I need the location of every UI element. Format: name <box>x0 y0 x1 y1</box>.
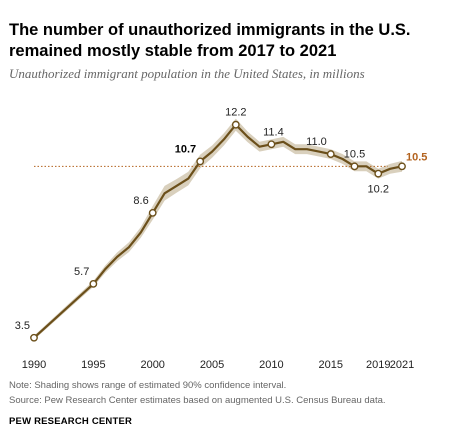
footnote-shading: Note: Shading shows range of estimated 9… <box>9 380 287 391</box>
organization-name: PEW RESEARCH CENTER <box>9 416 133 427</box>
x-tick-label-1990: 1990 <box>22 359 46 371</box>
data-point-2017 <box>350 162 359 171</box>
data-point-2010 <box>267 140 276 149</box>
x-tick-label-2019: 2019 <box>366 359 390 371</box>
footnote-source: Source: Pew Research Center estimates ba… <box>9 395 386 406</box>
data-label-2004: 10.7 <box>175 143 196 155</box>
data-point-2019 <box>374 169 383 178</box>
data-label-2019: 10.2 <box>368 184 389 196</box>
data-point-1995 <box>89 279 98 288</box>
data-label-layer: 3.5 5.7 8.6 10.7 12.2 11.4 11.0 10.5 10.2 10.5 <box>15 107 428 332</box>
series-line <box>32 123 404 339</box>
data-label-2017: 10.5 <box>344 148 365 160</box>
data-point-2000 <box>148 208 157 217</box>
x-tick-label-2000: 2000 <box>140 359 164 371</box>
data-label-2000: 8.6 <box>133 195 148 207</box>
x-tick-label-2010: 2010 <box>259 359 283 371</box>
data-point-2007 <box>231 120 240 129</box>
x-tick-label-2021: 2021 <box>390 359 414 371</box>
chart-subtitle: Unauthorized immigrant population in the… <box>9 66 365 81</box>
x-tick-label-2005: 2005 <box>200 359 224 371</box>
data-label-2007: 12.2 <box>225 107 246 119</box>
data-label-2010: 11.4 <box>263 126 284 138</box>
data-label-2021: 10.5 <box>406 151 427 163</box>
data-point-2021 <box>398 162 406 171</box>
x-tick-label-1995: 1995 <box>81 359 105 371</box>
chart-title: The number of unauthorized immigrants in… <box>9 21 411 60</box>
x-axis: 1990 1995 2000 2005 2010 2015 2019 2021 <box>22 359 414 371</box>
data-point-2015 <box>326 150 335 158</box>
data-label-1995: 5.7 <box>74 266 89 278</box>
data-point-2004 <box>196 157 205 166</box>
series-line-layer <box>32 123 404 339</box>
x-tick-label-2015: 2015 <box>319 359 343 371</box>
data-point-1990 <box>30 333 38 342</box>
data-label-1990: 3.5 <box>15 320 30 332</box>
data-label-2015: 11.0 <box>306 136 327 148</box>
marker-layer <box>30 120 406 342</box>
